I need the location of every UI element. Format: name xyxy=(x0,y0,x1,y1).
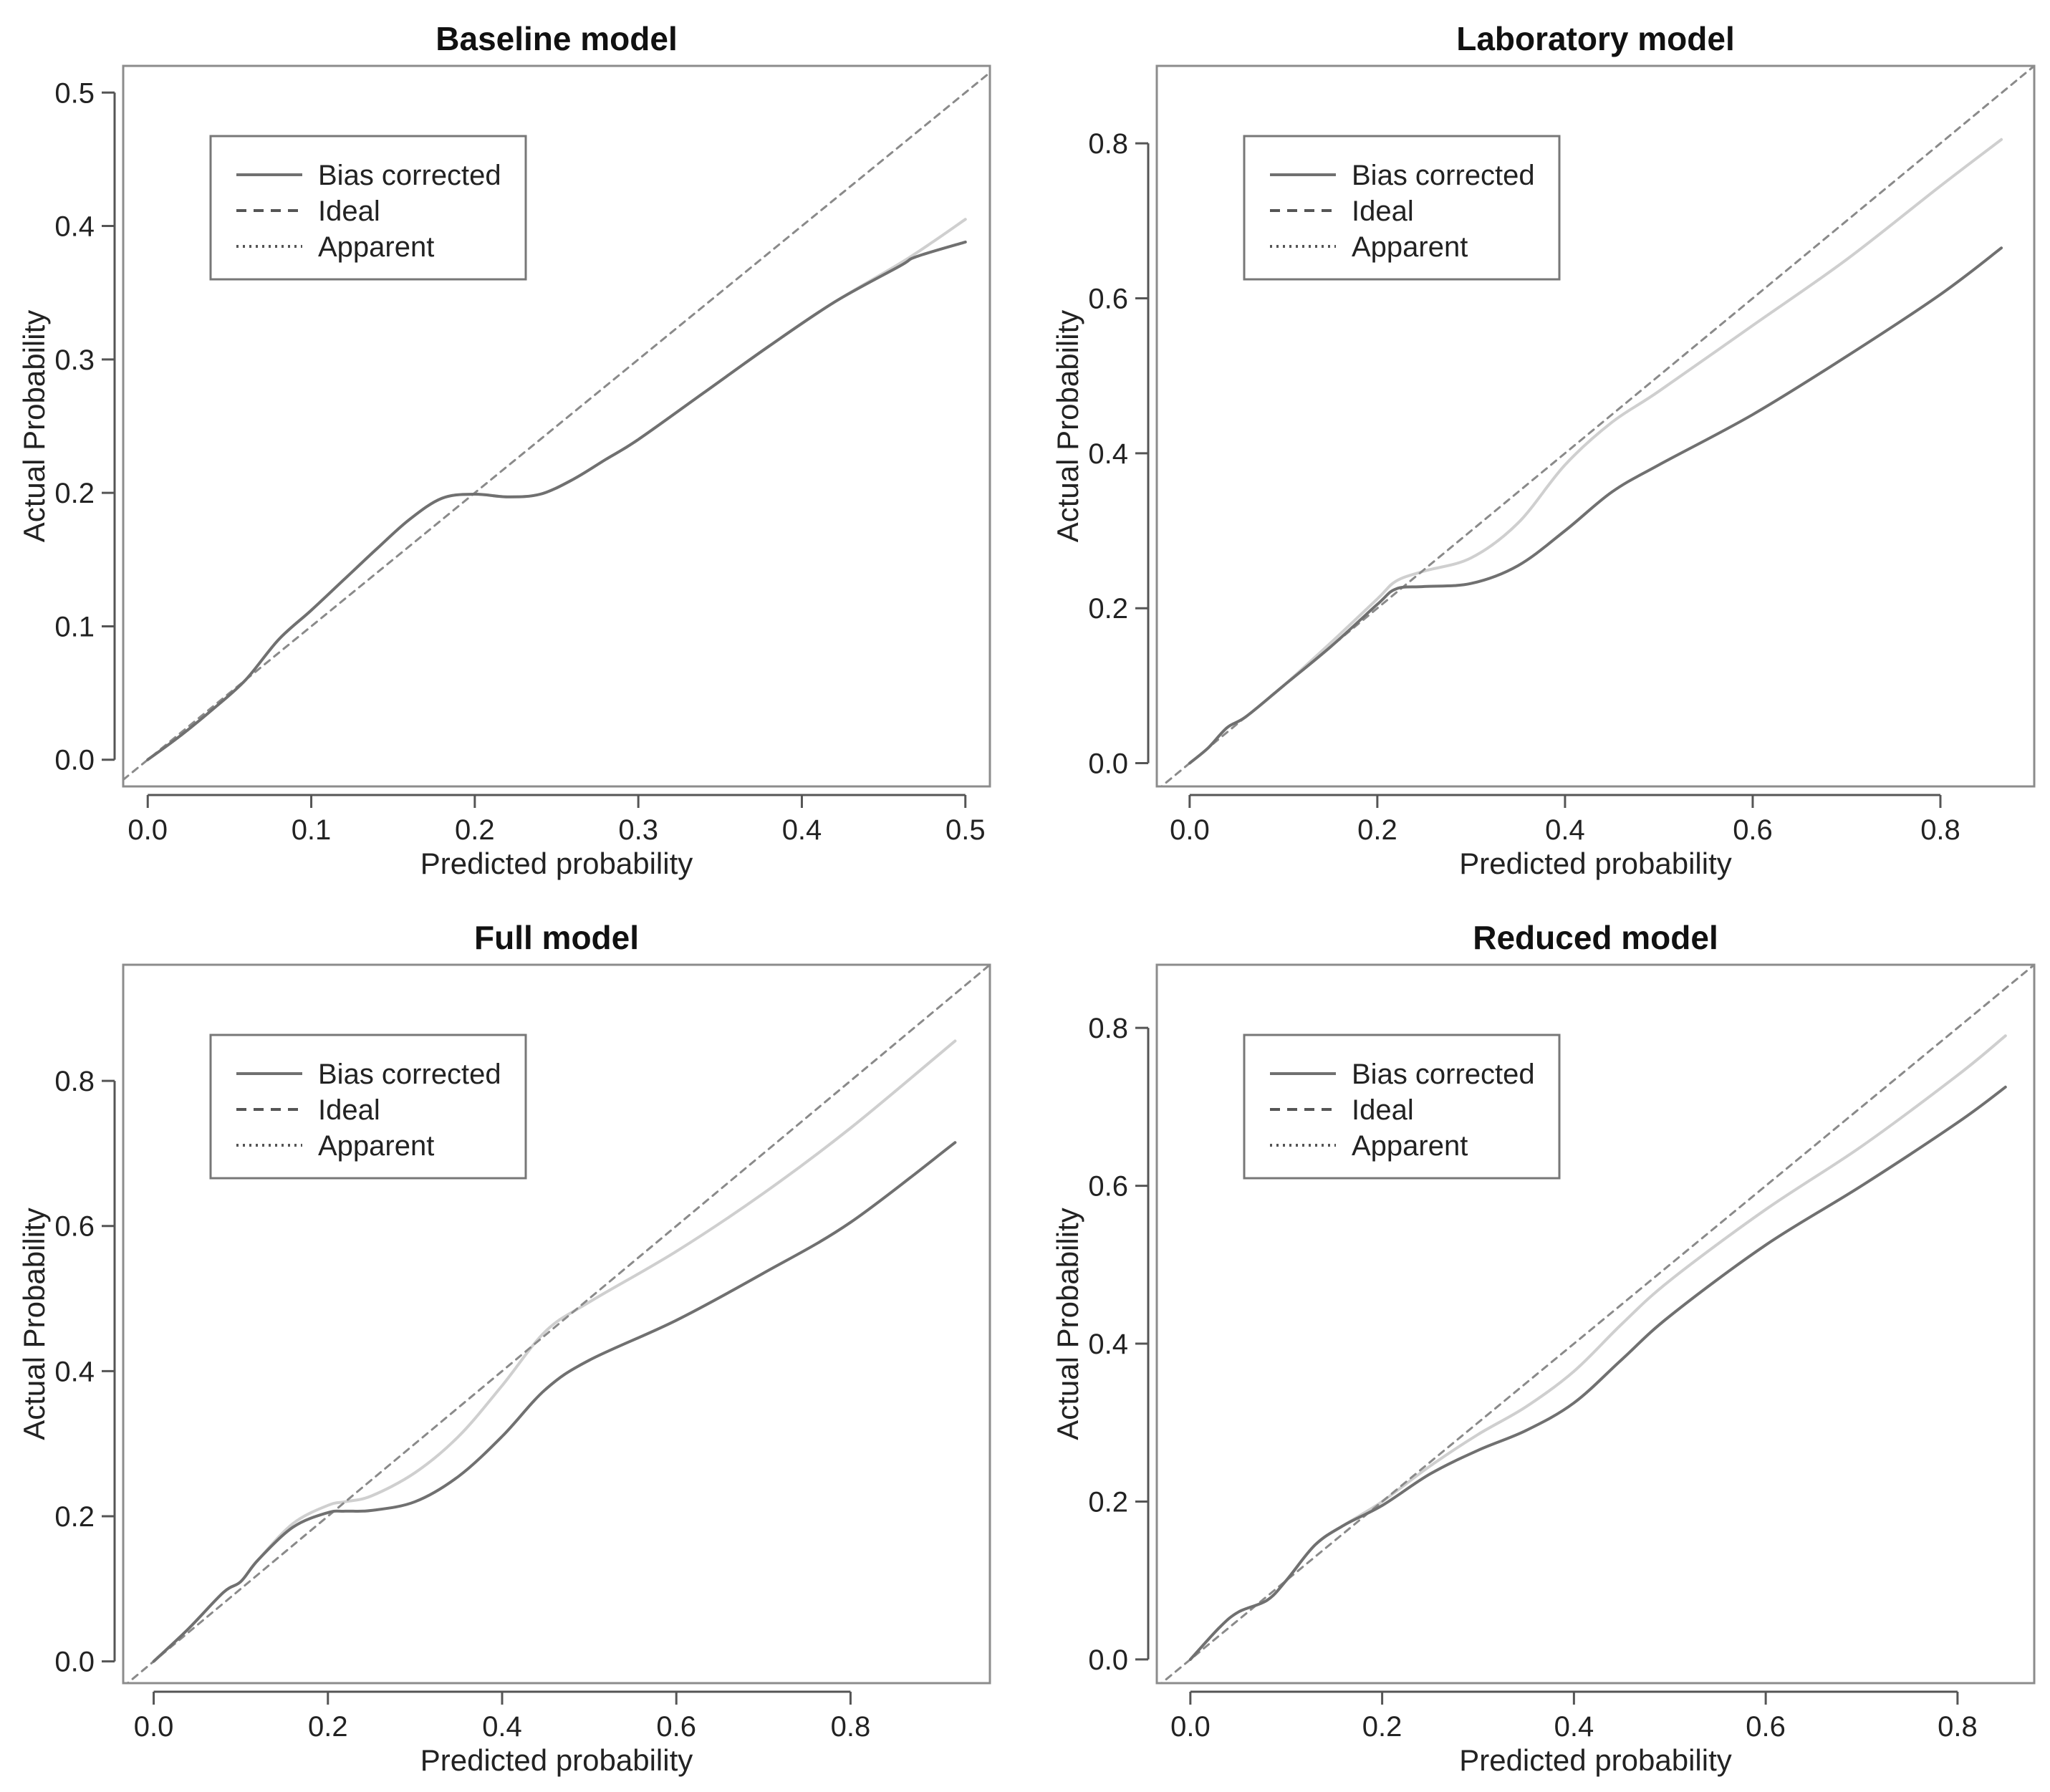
data-lines xyxy=(1160,965,2034,1683)
y-tick-label: 0.0 xyxy=(54,1647,95,1678)
x-tick-label: 0.0 xyxy=(1170,1711,1211,1743)
series-line-bias-corrected xyxy=(146,240,967,761)
legend: Bias corrected Ideal Apparent xyxy=(209,135,527,281)
chart-panel-1: Baseline model 0.0 0.1 0.2 0.3 0.4 0.5 Predicte… xyxy=(17,20,991,880)
x-tick-label: 0.5 xyxy=(945,814,986,846)
y-tick-label: 0.8 xyxy=(1088,1013,1128,1044)
legend-label: Apparent xyxy=(318,1130,434,1162)
legend-label: Ideal xyxy=(318,1094,380,1126)
x-tick-label: 0.0 xyxy=(1170,814,1210,846)
legend-box xyxy=(1243,135,1561,281)
y-axis-label: Actual Probability xyxy=(1051,310,1084,543)
legend-box xyxy=(209,1034,527,1180)
plot-frame xyxy=(122,64,991,788)
x-tick-label: 0.0 xyxy=(134,1711,174,1743)
x-tick-label: 0.2 xyxy=(308,1711,348,1743)
series-line-ideal xyxy=(125,965,990,1683)
legend-box xyxy=(209,135,527,281)
y-tick-label: 0.2 xyxy=(54,478,95,509)
data-lines xyxy=(125,965,990,1683)
x-axis-label: Predicted probability xyxy=(1459,847,1732,880)
plot-frame xyxy=(122,963,991,1685)
x-tick-label: 0.2 xyxy=(455,814,495,846)
x-tick-label: 0.8 xyxy=(831,1711,871,1743)
x-tick-label: 0.6 xyxy=(1746,1711,1786,1743)
legend-label: Bias corrected xyxy=(318,160,501,191)
y-tick-label: 0.4 xyxy=(54,211,95,243)
x-tick-label: 0.1 xyxy=(292,814,332,846)
y-tick-label: 0.8 xyxy=(1088,128,1128,160)
x-tick-label: 0.4 xyxy=(482,1711,522,1743)
chart-panel-3: Full model 0.0 0.2 0.4 0.6 0.8 Predicted proba… xyxy=(17,919,991,1777)
x-tick-label: 0.6 xyxy=(1733,814,1773,846)
y-axis-label: Actual Probability xyxy=(17,310,51,543)
y-tick-label: 0.2 xyxy=(54,1501,95,1533)
x-tick-label: 0.2 xyxy=(1362,1711,1402,1743)
y-tick-label: 0.8 xyxy=(54,1066,95,1097)
y-axis-label: Actual Probability xyxy=(17,1208,51,1440)
y-tick-label: 0.1 xyxy=(54,611,95,642)
y-tick-label: 0.0 xyxy=(1088,1644,1128,1676)
legend-box xyxy=(1243,1034,1561,1180)
chart-title: Baseline model xyxy=(435,20,677,57)
legend-label: Bias corrected xyxy=(1352,160,1535,191)
x-tick-label: 0.4 xyxy=(1545,814,1585,846)
data-lines xyxy=(1160,66,2034,786)
legend: Bias corrected Ideal Apparent xyxy=(1243,135,1561,281)
legend-label: Apparent xyxy=(318,231,434,263)
series-line-apparent xyxy=(146,218,967,761)
y-axis-label: Actual Probability xyxy=(1051,1208,1084,1440)
y-tick-label: 0.0 xyxy=(54,745,95,776)
y-tick-label: 0.2 xyxy=(1088,593,1128,625)
legend-label: Ideal xyxy=(1352,1094,1414,1126)
legend-label: Bias corrected xyxy=(1352,1059,1535,1090)
y-tick-label: 0.4 xyxy=(1088,438,1128,470)
series-line-bias-corrected xyxy=(152,1141,957,1663)
y-tick-label: 0.0 xyxy=(1088,748,1128,780)
x-tick-label: 0.4 xyxy=(782,814,822,846)
y-tick-label: 0.3 xyxy=(54,345,95,376)
x-tick-label: 0.8 xyxy=(1920,814,1960,846)
legend: Bias corrected Ideal Apparent xyxy=(209,1034,527,1180)
y-tick-label: 0.6 xyxy=(1088,1171,1128,1203)
plot-frame xyxy=(1155,64,2036,788)
series-line-ideal xyxy=(123,71,990,781)
legend-label: Apparent xyxy=(1352,1130,1468,1162)
y-tick-label: 0.4 xyxy=(1088,1329,1128,1360)
chart-panel-4: Reduced model 0.0 0.2 0.4 0.6 0.8 Predicted pr… xyxy=(1051,919,2036,1777)
legend-label: Bias corrected xyxy=(318,1059,501,1090)
x-tick-label: 0.0 xyxy=(127,814,168,846)
chart-panel-2: Laboratory model 0.0 0.2 0.4 0.6 0.8 Predicted… xyxy=(1051,20,2036,880)
x-tick-label: 0.8 xyxy=(1938,1711,1978,1743)
y-tick-label: 0.6 xyxy=(54,1211,95,1243)
plot-frame xyxy=(1155,963,2036,1685)
x-axis-label: Predicted probability xyxy=(420,1743,693,1777)
series-line-bias-corrected xyxy=(1188,1085,2007,1661)
legend-label: Ideal xyxy=(1352,196,1414,227)
x-axis-label: Predicted probability xyxy=(420,847,693,880)
y-tick-label: 0.4 xyxy=(54,1356,95,1387)
series-line-bias-corrected xyxy=(1188,246,2003,765)
legend-label: Ideal xyxy=(318,196,380,227)
chart-title: Laboratory model xyxy=(1456,20,1735,57)
x-tick-label: 0.2 xyxy=(1357,814,1397,846)
x-tick-label: 0.4 xyxy=(1554,1711,1594,1743)
y-tick-label: 0.2 xyxy=(1088,1487,1128,1518)
y-tick-label: 0.6 xyxy=(1088,284,1128,315)
x-tick-label: 0.3 xyxy=(618,814,658,846)
x-axis-label: Predicted probability xyxy=(1459,1743,1732,1777)
chart-title: Reduced model xyxy=(1473,919,1718,956)
legend: Bias corrected Ideal Apparent xyxy=(1243,1034,1561,1180)
chart-title: Full model xyxy=(474,919,639,956)
y-tick-label: 0.5 xyxy=(54,77,95,109)
legend-label: Apparent xyxy=(1352,231,1468,263)
series-line-ideal xyxy=(1160,965,2034,1683)
x-tick-label: 0.6 xyxy=(656,1711,696,1743)
data-lines xyxy=(123,71,990,781)
